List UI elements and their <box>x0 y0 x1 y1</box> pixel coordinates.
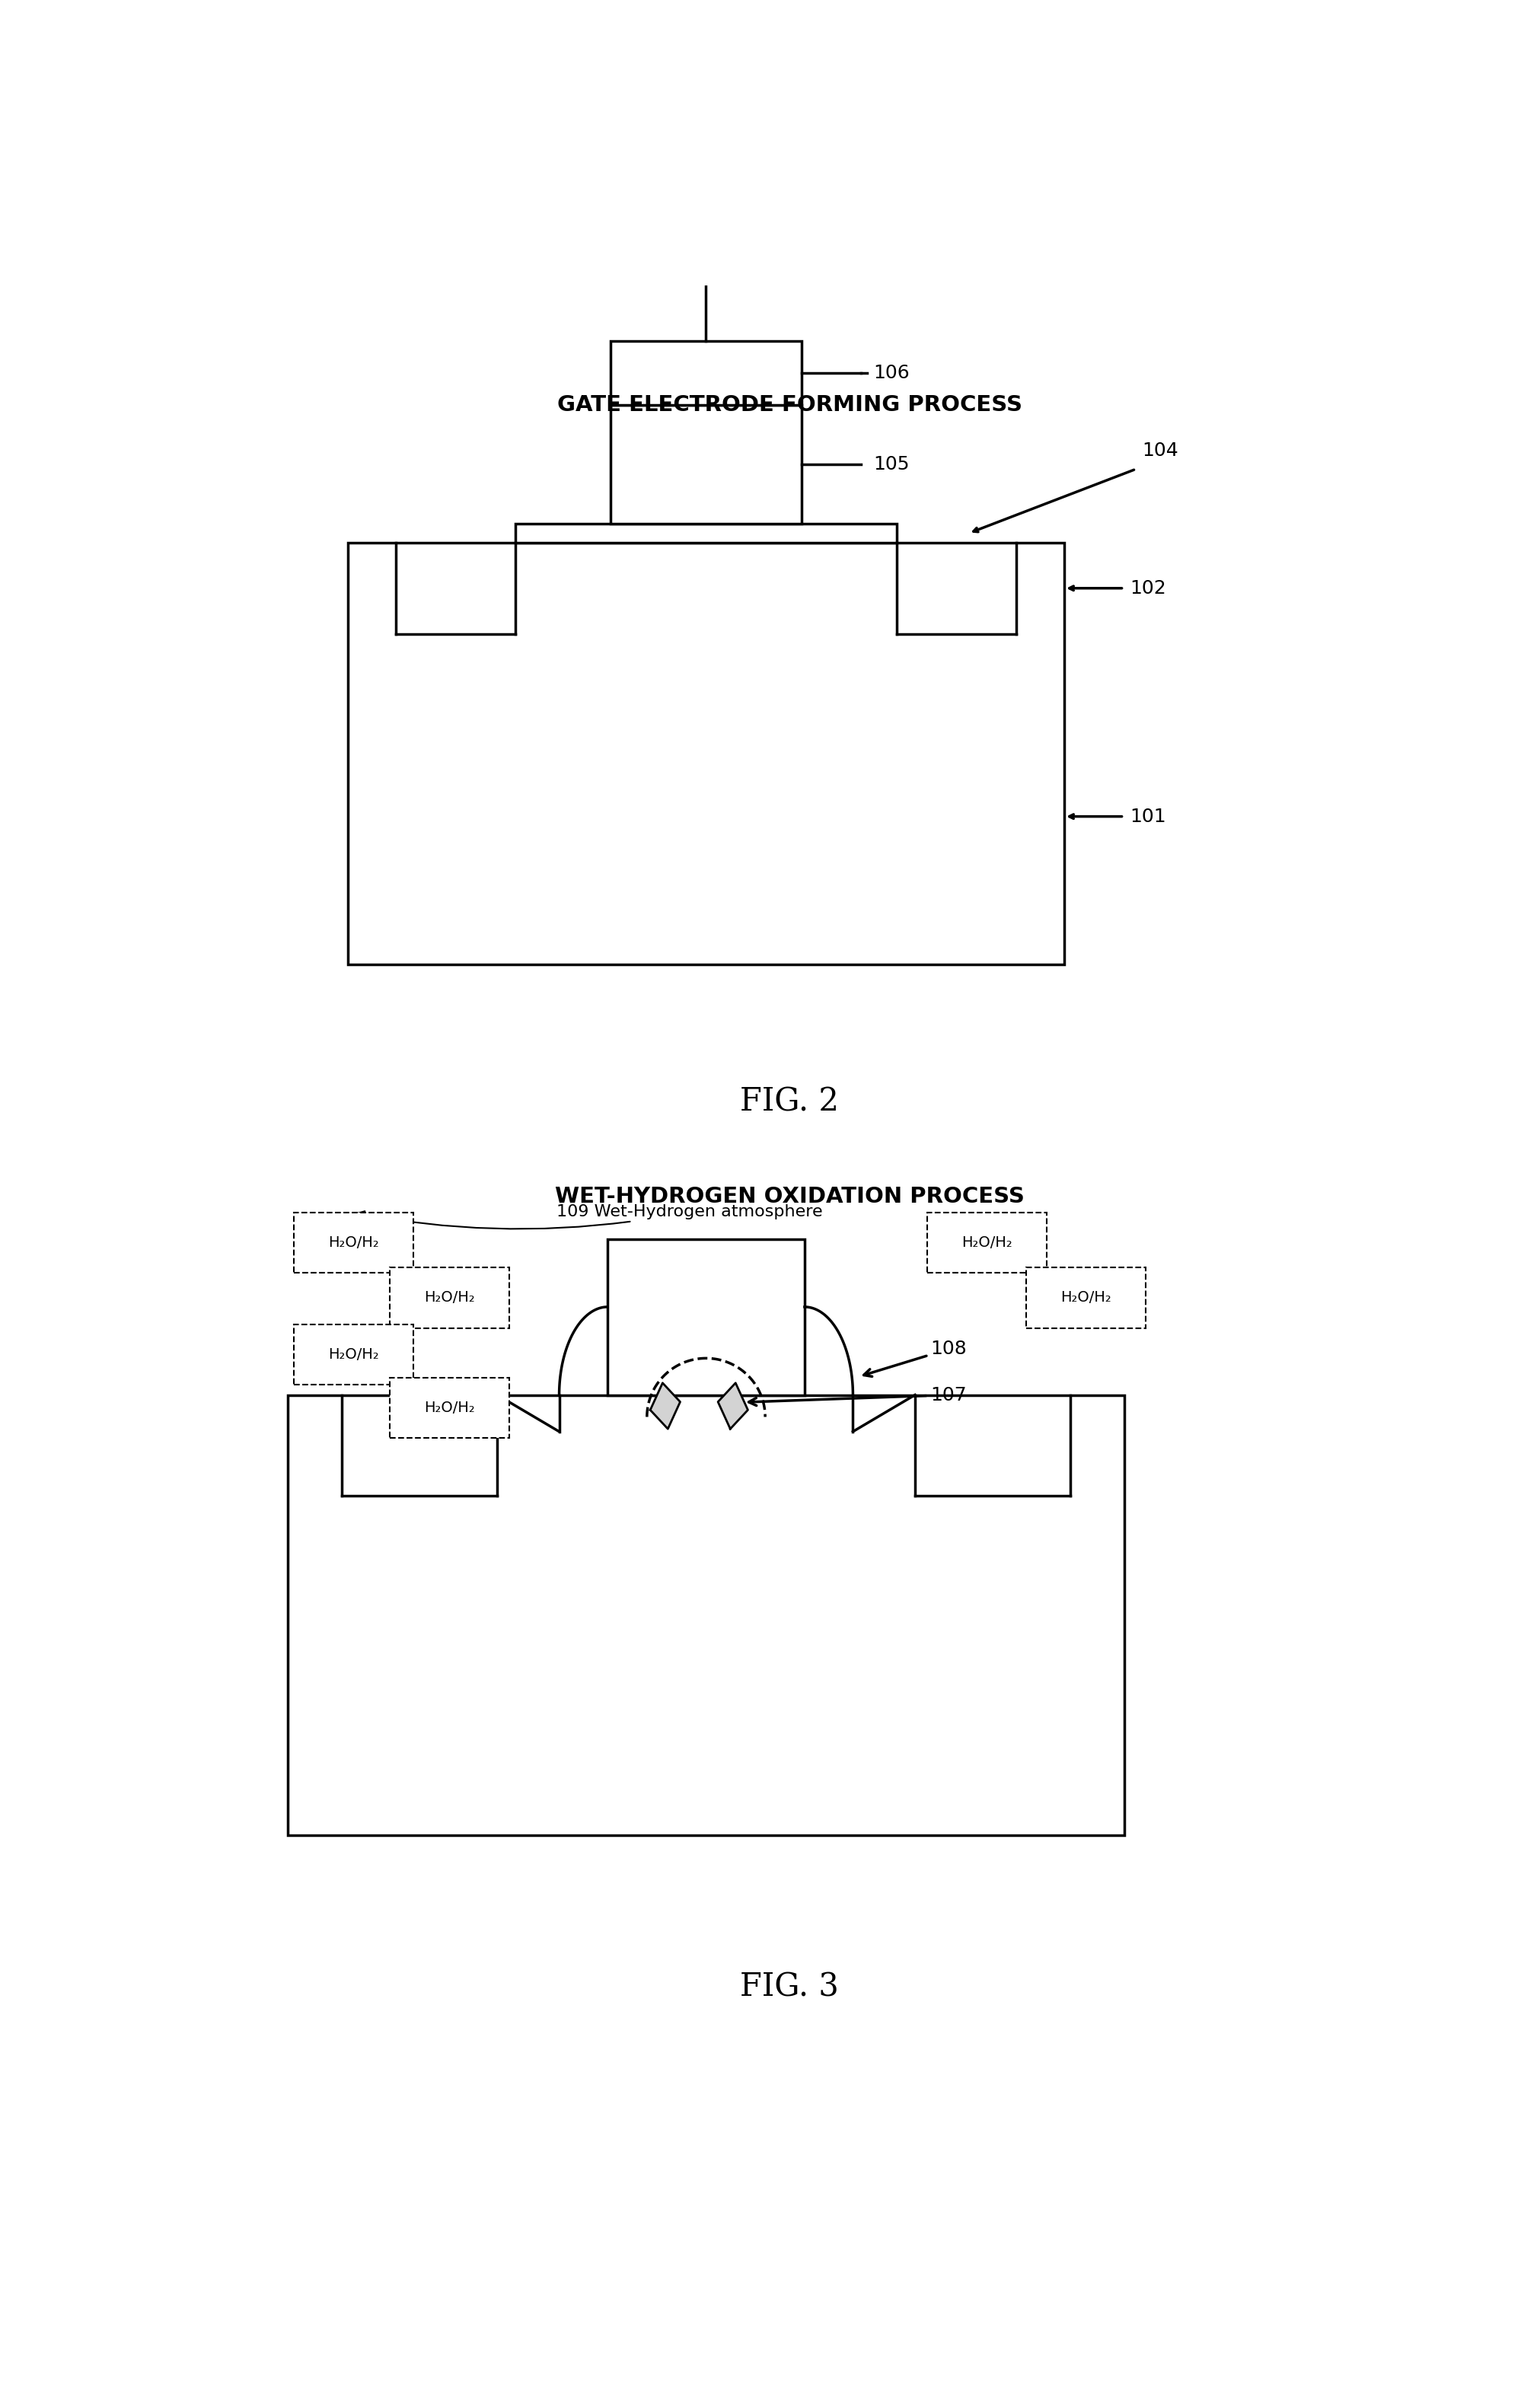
Polygon shape <box>650 1383 679 1429</box>
Bar <box>1026 1267 1144 1329</box>
Text: 101: 101 <box>1129 807 1166 826</box>
Bar <box>390 1267 508 1329</box>
Text: FIG. 3: FIG. 3 <box>739 1971 839 2002</box>
Bar <box>294 1212 413 1274</box>
Text: H₂O/H₂: H₂O/H₂ <box>424 1400 474 1414</box>
Text: 108: 108 <box>864 1341 967 1376</box>
Text: H₂O/H₂: H₂O/H₂ <box>961 1236 1012 1250</box>
Bar <box>610 405 801 524</box>
Bar <box>294 1324 413 1386</box>
Text: 109 Wet-Hydrogen atmosphere: 109 Wet-Hydrogen atmosphere <box>357 1205 822 1229</box>
Bar <box>610 340 801 405</box>
Text: WET-HYDROGEN OXIDATION PROCESS: WET-HYDROGEN OXIDATION PROCESS <box>554 1186 1024 1207</box>
Bar <box>348 543 1064 964</box>
Text: H₂O/H₂: H₂O/H₂ <box>1060 1291 1110 1305</box>
Text: GATE ELECTRODE FORMING PROCESS: GATE ELECTRODE FORMING PROCESS <box>557 395 1021 417</box>
Text: H₂O/H₂: H₂O/H₂ <box>328 1236 379 1250</box>
Text: H₂O/H₂: H₂O/H₂ <box>424 1291 474 1305</box>
Text: FIG. 2: FIG. 2 <box>739 1086 839 1117</box>
Bar <box>927 1212 1046 1274</box>
Text: 102: 102 <box>1129 579 1166 598</box>
Polygon shape <box>718 1383 747 1429</box>
Text: 105: 105 <box>873 455 909 474</box>
Bar <box>390 1379 508 1438</box>
Bar <box>288 1395 1124 1836</box>
Bar <box>514 524 896 543</box>
Text: 106: 106 <box>873 364 909 381</box>
Text: H₂O/H₂: H₂O/H₂ <box>328 1348 379 1362</box>
Bar <box>607 1238 804 1395</box>
Text: 104: 104 <box>1141 440 1178 460</box>
Text: 107: 107 <box>748 1386 966 1405</box>
